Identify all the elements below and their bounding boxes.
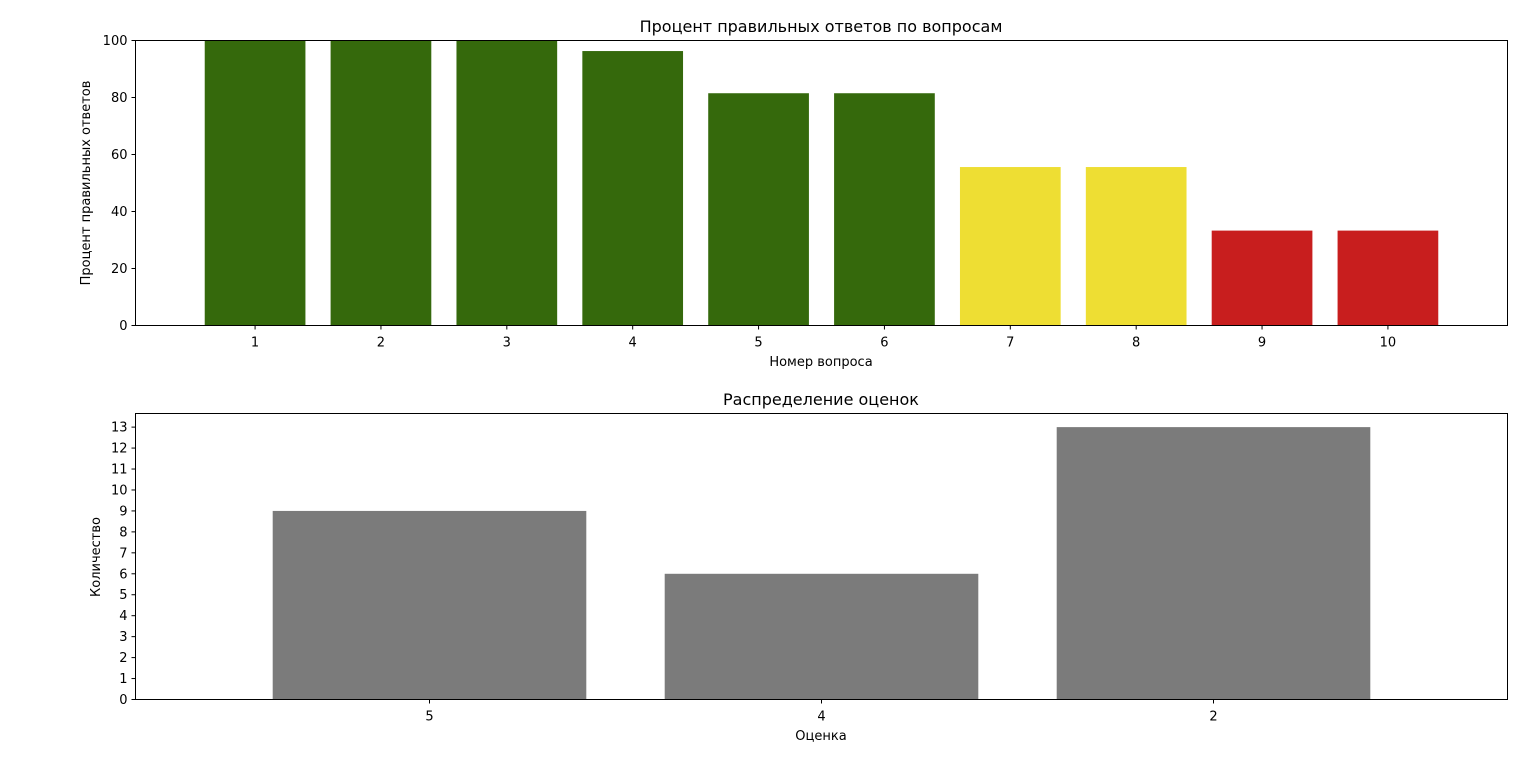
x-tick-label: 2 bbox=[1209, 710, 1217, 725]
y-tick-label: 0 bbox=[119, 693, 127, 708]
bars-group bbox=[204, 40, 1439, 326]
bar-7 bbox=[959, 167, 1061, 326]
question-accuracy-chart: Процент правильных ответов по вопросам 0… bbox=[79, 17, 1508, 370]
x-tick-label: 9 bbox=[1258, 336, 1266, 351]
y-tick-label: 8 bbox=[119, 525, 127, 540]
bar-5 bbox=[272, 510, 587, 700]
bar-4 bbox=[664, 573, 979, 700]
x-tick-label: 1 bbox=[251, 336, 259, 351]
y-tick-label: 100 bbox=[103, 34, 128, 49]
y-tick-label: 3 bbox=[119, 630, 127, 645]
y-tick-label: 7 bbox=[119, 546, 127, 561]
chart-title: Распределение оценок bbox=[723, 390, 919, 409]
bar-8 bbox=[1085, 167, 1187, 326]
y-tick-label: 9 bbox=[119, 504, 127, 519]
x-tick-label: 4 bbox=[817, 710, 825, 725]
y-tick-label: 1 bbox=[119, 672, 127, 687]
x-tick-label: 2 bbox=[377, 336, 385, 351]
x-tick-label: 4 bbox=[629, 336, 637, 351]
bar-3 bbox=[456, 40, 558, 326]
x-tick-label: 3 bbox=[503, 336, 511, 351]
y-tick-label: 11 bbox=[111, 463, 128, 478]
x-tick-label: 5 bbox=[754, 336, 762, 351]
bar-6 bbox=[834, 93, 935, 326]
plot-frame bbox=[135, 413, 1508, 700]
y-axis-ticks: 0 20 40 60 80 100 bbox=[103, 34, 136, 334]
bar-4 bbox=[582, 51, 684, 326]
y-tick-label: 12 bbox=[111, 442, 128, 457]
y-axis-label: Процент правильных ответов bbox=[79, 81, 94, 286]
y-tick-label: 6 bbox=[119, 567, 127, 582]
bar-5 bbox=[708, 93, 809, 326]
y-tick-label: 2 bbox=[119, 651, 127, 666]
x-tick-label: 8 bbox=[1132, 336, 1140, 351]
bar-10 bbox=[1337, 230, 1439, 326]
x-tick-label: 10 bbox=[1380, 336, 1397, 351]
y-tick-label: 20 bbox=[111, 262, 128, 277]
x-tick-label: 7 bbox=[1006, 336, 1014, 351]
x-axis-ticks: 5 4 2 bbox=[425, 699, 1218, 725]
x-axis-label: Оценка bbox=[795, 729, 846, 744]
bar-9 bbox=[1211, 230, 1313, 326]
bars-group bbox=[272, 427, 1371, 700]
y-tick-label: 0 bbox=[119, 319, 127, 334]
x-axis-ticks: 1 2 3 4 5 6 7 8 9 10 bbox=[251, 325, 1397, 351]
plot-frame bbox=[135, 40, 1508, 326]
y-tick-label: 60 bbox=[111, 148, 128, 163]
y-tick-label: 5 bbox=[119, 588, 127, 603]
y-tick-label: 10 bbox=[111, 483, 128, 498]
y-tick-label: 80 bbox=[111, 91, 128, 106]
y-tick-label: 40 bbox=[111, 205, 128, 220]
x-tick-label: 6 bbox=[880, 336, 888, 351]
y-tick-label: 4 bbox=[119, 609, 127, 624]
bar-1 bbox=[204, 40, 306, 326]
grade-distribution-chart: Распределение оценок 012345678910111213 … bbox=[89, 390, 1508, 744]
bar-2 bbox=[1056, 427, 1371, 700]
x-axis-label: Номер вопроса bbox=[769, 355, 872, 370]
x-tick-label: 5 bbox=[425, 710, 433, 725]
y-axis-label: Количество bbox=[89, 517, 104, 597]
y-tick-label: 13 bbox=[111, 421, 128, 436]
chart-title: Процент правильных ответов по вопросам bbox=[640, 17, 1003, 36]
bar-2 bbox=[330, 40, 432, 326]
